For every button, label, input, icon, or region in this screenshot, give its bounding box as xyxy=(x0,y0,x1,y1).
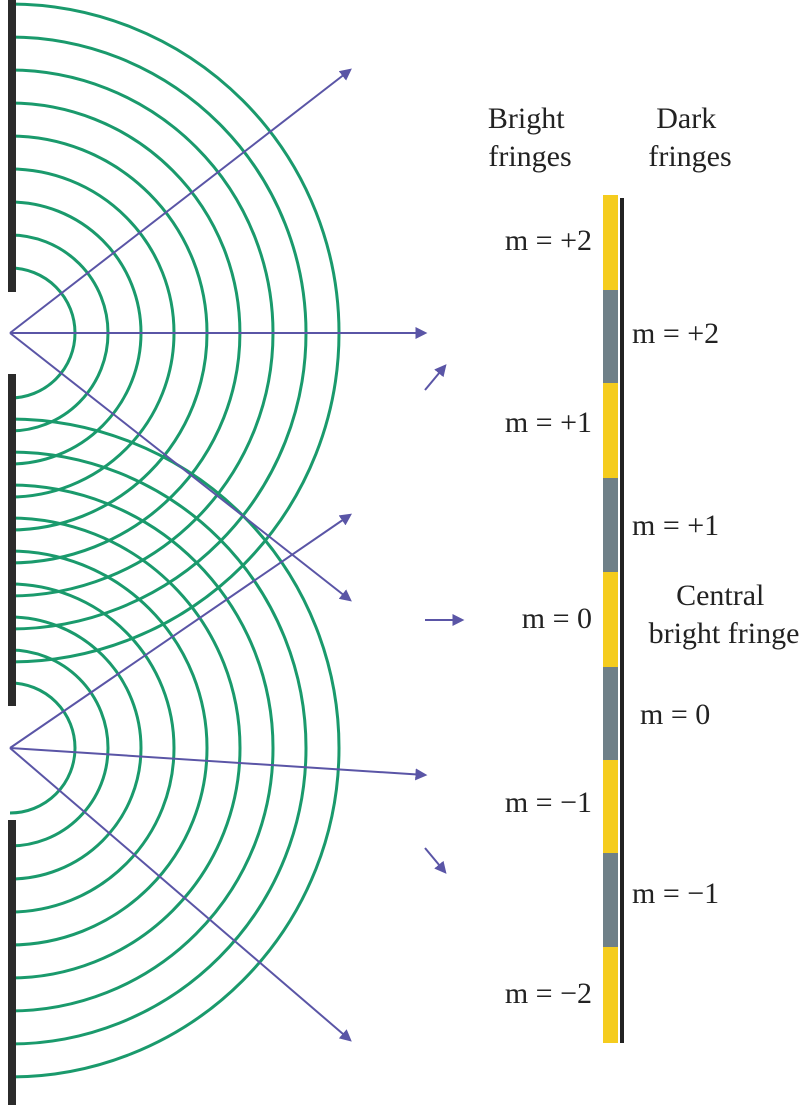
wavefronts xyxy=(10,4,339,1077)
bright-label: m = −1 xyxy=(505,786,592,819)
dark-label: m = +1 xyxy=(632,509,719,542)
bright-label: m = 0 xyxy=(522,602,592,635)
bright-fringe xyxy=(603,760,618,853)
wavefront xyxy=(10,452,306,1044)
bright-label: m = +1 xyxy=(505,406,592,439)
bright-label: m = +2 xyxy=(505,224,592,257)
dark-fringe xyxy=(603,667,618,760)
ray xyxy=(10,333,350,600)
bright-fringe xyxy=(603,383,618,478)
ray xyxy=(10,748,350,1040)
header-bright: Bright fringes xyxy=(488,102,572,173)
header-line: Bright xyxy=(488,102,565,135)
dark-label: m = −1 xyxy=(632,877,719,910)
dark-fringe xyxy=(603,290,618,383)
screen xyxy=(603,195,618,1043)
header-dark: Dark fringes xyxy=(648,102,731,173)
bright-label: m = −2 xyxy=(505,977,592,1010)
ray xyxy=(10,515,350,748)
header-line: Dark xyxy=(656,102,716,135)
bright-fringe xyxy=(603,572,618,667)
ray xyxy=(425,848,445,872)
header-line: fringes xyxy=(648,140,731,173)
bright-fringe xyxy=(603,947,618,1043)
dark-label: m = +2 xyxy=(632,317,719,350)
central-line: bright fringe xyxy=(649,617,800,650)
barrier-segment xyxy=(8,374,16,706)
dark-label: m = 0 xyxy=(640,698,710,731)
dark-fringe xyxy=(603,853,618,947)
wavefront xyxy=(10,584,174,912)
double-slit-diagram: Bright fringes Dark fringes Central brig… xyxy=(0,0,805,1105)
barrier xyxy=(8,0,16,1105)
central-label: Central bright fringe xyxy=(649,579,800,650)
barrier-segment xyxy=(8,820,16,1105)
bright-fringe xyxy=(603,195,618,290)
barrier-segment xyxy=(8,0,16,292)
ray xyxy=(425,366,445,390)
dark-fringe xyxy=(603,478,618,572)
header-line: fringes xyxy=(488,140,571,173)
central-line: Central xyxy=(676,579,764,612)
